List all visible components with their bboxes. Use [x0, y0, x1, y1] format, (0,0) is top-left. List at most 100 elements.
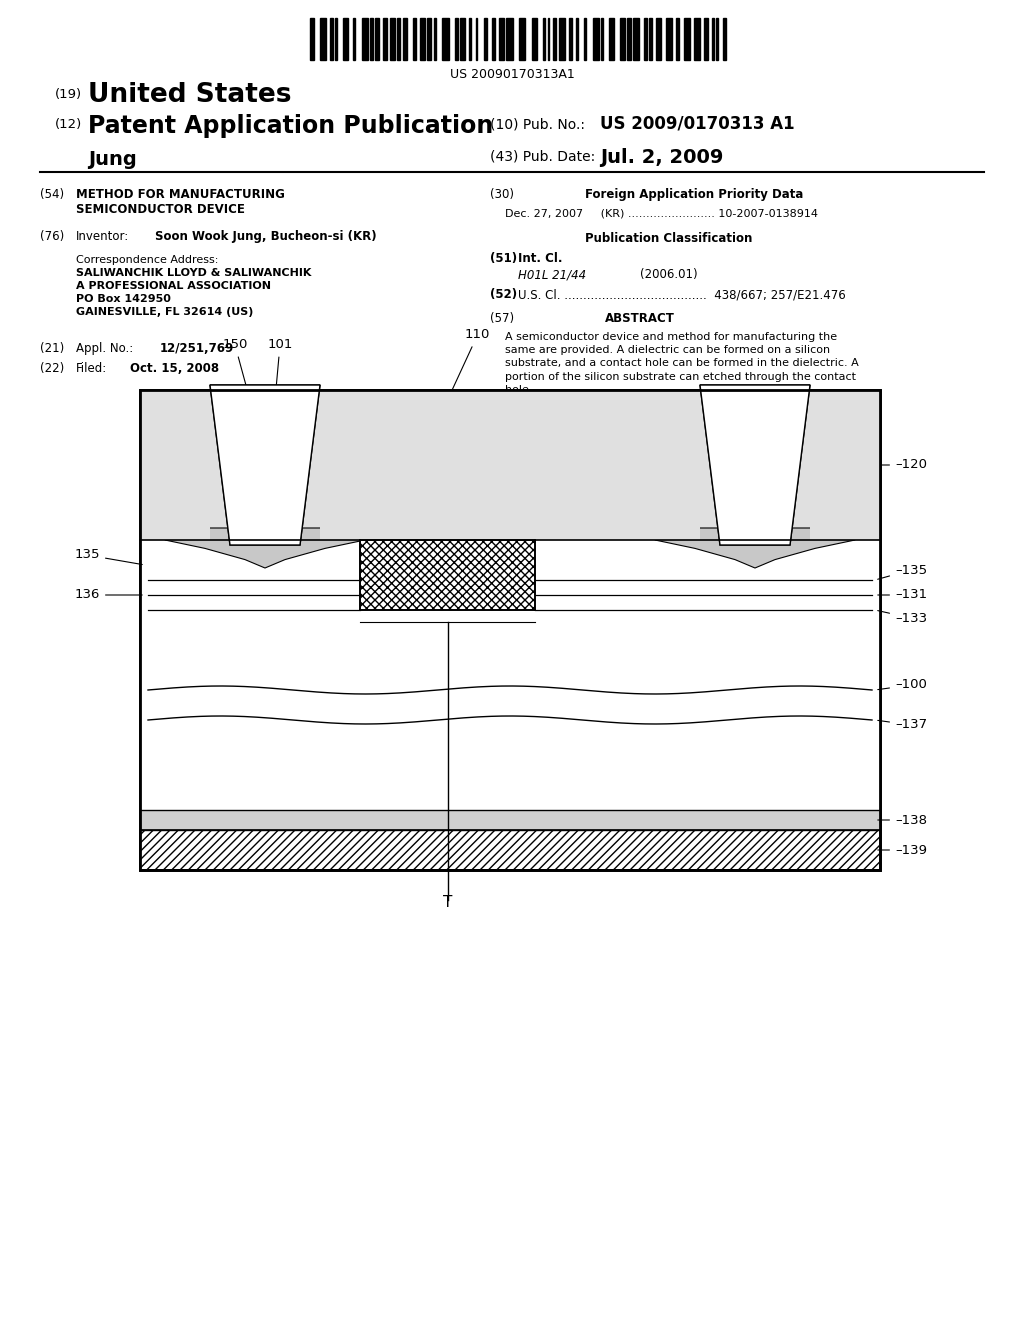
Bar [376, 18, 379, 59]
Text: –131: –131 [878, 589, 927, 602]
Bar [140, 810, 880, 830]
Text: ABSTRACT: ABSTRACT [605, 312, 675, 325]
Bar [506, 18, 513, 59]
Bar [360, 540, 535, 610]
Polygon shape [165, 528, 365, 568]
Bar [427, 18, 431, 59]
Text: 135: 135 [75, 549, 142, 565]
Bar [684, 18, 689, 59]
Text: (21): (21) [40, 342, 65, 355]
Bar [140, 830, 880, 870]
Bar [140, 389, 880, 810]
Polygon shape [210, 385, 319, 545]
Polygon shape [700, 385, 810, 545]
Text: 101: 101 [267, 338, 293, 397]
Text: Inventor:: Inventor: [76, 230, 129, 243]
Polygon shape [210, 385, 319, 545]
Bar [353, 18, 355, 59]
Bar [321, 18, 326, 59]
Bar [343, 18, 348, 59]
Text: (76): (76) [40, 230, 65, 243]
Bar [628, 18, 631, 59]
Text: Oct. 15, 2008: Oct. 15, 2008 [130, 362, 219, 375]
Bar [335, 18, 337, 59]
Bar [694, 18, 699, 59]
Text: (51): (51) [490, 252, 517, 265]
Bar [140, 389, 880, 870]
Bar [559, 18, 565, 59]
Bar [371, 18, 373, 59]
Text: –100: –100 [878, 678, 927, 692]
Text: US 2009/0170313 A1: US 2009/0170313 A1 [600, 114, 795, 132]
Bar [677, 18, 679, 59]
Text: SEMICONDUCTOR DEVICE: SEMICONDUCTOR DEVICE [76, 203, 245, 216]
Bar [644, 18, 647, 59]
Bar [361, 18, 368, 59]
Text: Filed:: Filed: [76, 362, 108, 375]
Text: SALIWANCHIK LLOYD & SALIWANCHIK: SALIWANCHIK LLOYD & SALIWANCHIK [76, 268, 311, 279]
Text: PO Box 142950: PO Box 142950 [76, 294, 171, 304]
Bar [460, 18, 466, 59]
Text: –138: –138 [878, 813, 927, 826]
Bar [140, 389, 880, 540]
Bar [723, 18, 726, 59]
Text: Jung: Jung [88, 150, 137, 169]
Text: Correspondence Address:: Correspondence Address: [76, 255, 218, 265]
Bar [331, 18, 333, 59]
Bar [601, 18, 603, 59]
Text: (30): (30) [490, 187, 514, 201]
Bar [434, 18, 435, 59]
Text: Appl. No.:: Appl. No.: [76, 342, 133, 355]
Bar [716, 18, 718, 59]
Bar [390, 18, 394, 59]
Bar [620, 18, 626, 59]
Text: 150: 150 [222, 338, 249, 397]
Bar [553, 18, 556, 59]
Text: (2006.01): (2006.01) [640, 268, 697, 281]
Text: U.S. Cl. ......................................  438/667; 257/E21.476: U.S. Cl. ...............................… [518, 288, 846, 301]
Text: Int. Cl.: Int. Cl. [518, 252, 562, 265]
Text: Soon Wook Jung, Bucheon-si (KR): Soon Wook Jung, Bucheon-si (KR) [155, 230, 377, 243]
Polygon shape [655, 528, 855, 568]
Text: (43) Pub. Date:: (43) Pub. Date: [490, 150, 595, 164]
Text: (54): (54) [40, 187, 65, 201]
Text: (12): (12) [55, 117, 82, 131]
Bar [492, 18, 495, 59]
Text: 110: 110 [449, 329, 490, 397]
Text: (10) Pub. No.:: (10) Pub. No.: [490, 117, 585, 132]
Text: Foreign Application Priority Data: Foreign Application Priority Data [585, 187, 804, 201]
Bar [414, 18, 416, 59]
Bar [568, 18, 571, 59]
Bar [705, 18, 709, 59]
Text: 12/251,769: 12/251,769 [160, 342, 234, 355]
Text: United States: United States [88, 82, 292, 108]
Text: H01L 21/44: H01L 21/44 [518, 268, 586, 281]
Bar [609, 18, 614, 59]
Bar [403, 18, 408, 59]
Text: Publication Classification: Publication Classification [585, 232, 753, 246]
Bar [666, 18, 673, 59]
Bar [548, 18, 550, 59]
Bar [810, 389, 880, 540]
Text: (19): (19) [55, 88, 82, 102]
Text: (57): (57) [490, 312, 514, 325]
Bar [469, 18, 471, 59]
Bar [319, 389, 700, 540]
Bar [649, 18, 652, 59]
Bar [397, 18, 400, 59]
Bar [476, 18, 477, 59]
Bar [593, 18, 599, 59]
Bar [531, 18, 537, 59]
Text: GAINESVILLE, FL 32614 (US): GAINESVILLE, FL 32614 (US) [76, 308, 253, 317]
Text: (22): (22) [40, 362, 65, 375]
Text: US 20090170313A1: US 20090170313A1 [450, 69, 574, 81]
Bar [633, 18, 639, 59]
Bar [140, 389, 210, 540]
Text: (52): (52) [490, 288, 517, 301]
Bar [519, 18, 525, 59]
Bar [310, 18, 313, 59]
Bar [577, 18, 579, 59]
Bar [455, 18, 458, 59]
Bar [655, 18, 662, 59]
Bar [500, 18, 504, 59]
